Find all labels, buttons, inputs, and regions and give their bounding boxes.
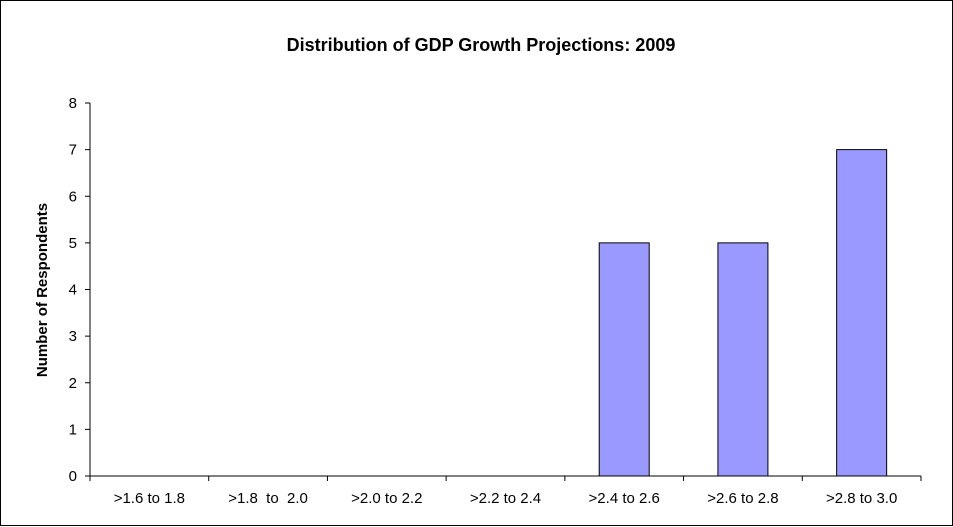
x-tick-label: >2.8 to 3.0 (826, 490, 897, 507)
x-tick-label: >2.6 to 2.8 (707, 490, 778, 507)
y-tick-label: 5 (69, 235, 77, 252)
y-tick-label: 8 (69, 95, 77, 112)
y-tick-label: 0 (69, 468, 77, 485)
y-tick-label: 4 (69, 282, 77, 299)
x-tick-label: >1.8 to 2.0 (228, 490, 308, 507)
bars-group (598, 149, 888, 477)
y-tick-label: 2 (69, 375, 77, 392)
bar (598, 242, 650, 477)
y-axis-ticks: 0 1 2 3 4 5 6 7 8 (69, 95, 90, 485)
x-axis-ticks: >1.6 to 1.8 >1.8 to 2.0 >2.0 to 2.2 >2.2 to… (89, 476, 922, 507)
x-tick-label: >1.6 to 1.8 (114, 490, 185, 507)
x-tick-label: >2.0 to 2.2 (351, 490, 422, 507)
y-axis-label: Number of Respondents (34, 203, 51, 377)
y-tick-label: 3 (69, 328, 77, 345)
x-tick-label: >2.2 to 2.4 (470, 490, 541, 507)
y-tick-label: 7 (69, 142, 77, 159)
y-tick-label: 6 (69, 188, 77, 205)
y-tick-label: 1 (69, 421, 77, 438)
chart-title: Distribution of GDP Growth Projections: … (287, 35, 676, 55)
bar (836, 149, 888, 477)
bar (717, 242, 769, 477)
x-tick-label: >2.4 to 2.6 (589, 490, 660, 507)
